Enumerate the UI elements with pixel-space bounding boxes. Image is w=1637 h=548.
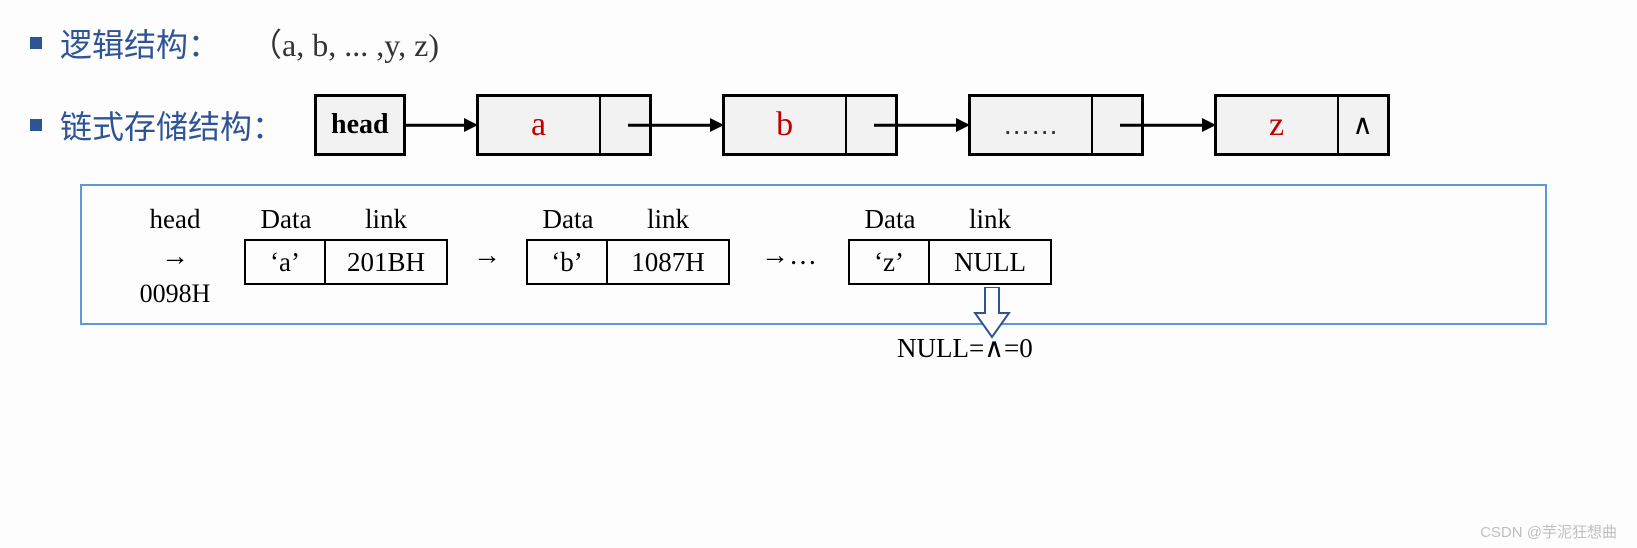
node-data: a xyxy=(479,97,599,153)
mem-header-link: link xyxy=(930,204,1050,235)
mem-header-link: link xyxy=(326,204,446,235)
arrow-icon xyxy=(406,97,476,153)
node-ellipsis: …… xyxy=(971,97,1091,153)
mem-header-data: Data xyxy=(528,204,608,235)
memory-head-col: head → 0098H xyxy=(110,204,240,309)
null-equation: NULL=∧=0 xyxy=(897,333,1033,364)
mem-cell-link: 201BH xyxy=(326,241,446,283)
down-arrow-icon xyxy=(973,287,1011,339)
memory-row: head → 0098H Data link ‘a’ 201BH → Data … xyxy=(110,204,1517,309)
mem-head-address: 0098H xyxy=(140,279,211,309)
mem-header-data: Data xyxy=(246,204,326,235)
mem-arrow-dots: →… xyxy=(734,204,844,272)
memory-node: Data link ‘a’ 201BH xyxy=(244,204,448,285)
list-node: b xyxy=(722,94,898,156)
arrow-icon xyxy=(898,97,968,153)
list-node-last: z ∧ xyxy=(1214,94,1390,156)
mem-cell-link-null: NULL xyxy=(930,241,1050,283)
node-data: z xyxy=(1217,97,1337,153)
bullet-icon xyxy=(30,119,42,131)
linked-storage-row: 链式存储结构： head a b …… z xyxy=(30,94,1607,156)
list-node: a xyxy=(476,94,652,156)
mem-cell-data: ‘z’ xyxy=(850,241,930,283)
linked-list-diagram: head a b …… z ∧ xyxy=(314,94,1390,156)
mem-head-title: head xyxy=(150,204,201,235)
node-null-ptr: ∧ xyxy=(1337,97,1387,153)
arrow-icon xyxy=(652,97,722,153)
mem-header-data: Data xyxy=(850,204,930,235)
memory-node: Data link ‘b’ 1087H xyxy=(526,204,730,285)
list-node-ellipsis: …… xyxy=(968,94,1144,156)
memory-node-last: Data link ‘z’ NULL xyxy=(848,204,1052,285)
bullet-icon xyxy=(30,37,42,49)
logical-sequence: （a, b, ... ,y, z) xyxy=(250,20,439,66)
logical-structure-row: 逻辑结构： （a, b, ... ,y, z) xyxy=(30,20,1607,66)
node-data: b xyxy=(725,97,845,153)
arrow-icon xyxy=(1144,97,1214,153)
logical-label: 逻辑结构： xyxy=(60,20,220,66)
head-node: head xyxy=(314,94,406,156)
mem-head-arrow: → xyxy=(161,241,189,273)
mem-cell-data: ‘a’ xyxy=(246,241,326,283)
watermark: CSDN @芋泥狂想曲 xyxy=(1480,521,1617,542)
mem-header-link: link xyxy=(608,204,728,235)
memory-panel: head → 0098H Data link ‘a’ 201BH → Data … xyxy=(80,184,1547,325)
mem-arrow: → xyxy=(452,204,522,272)
mem-cell-data: ‘b’ xyxy=(528,241,608,283)
mem-cell-link: 1087H xyxy=(608,241,728,283)
linked-label: 链式存储结构： xyxy=(60,102,284,148)
head-label: head xyxy=(317,97,403,153)
